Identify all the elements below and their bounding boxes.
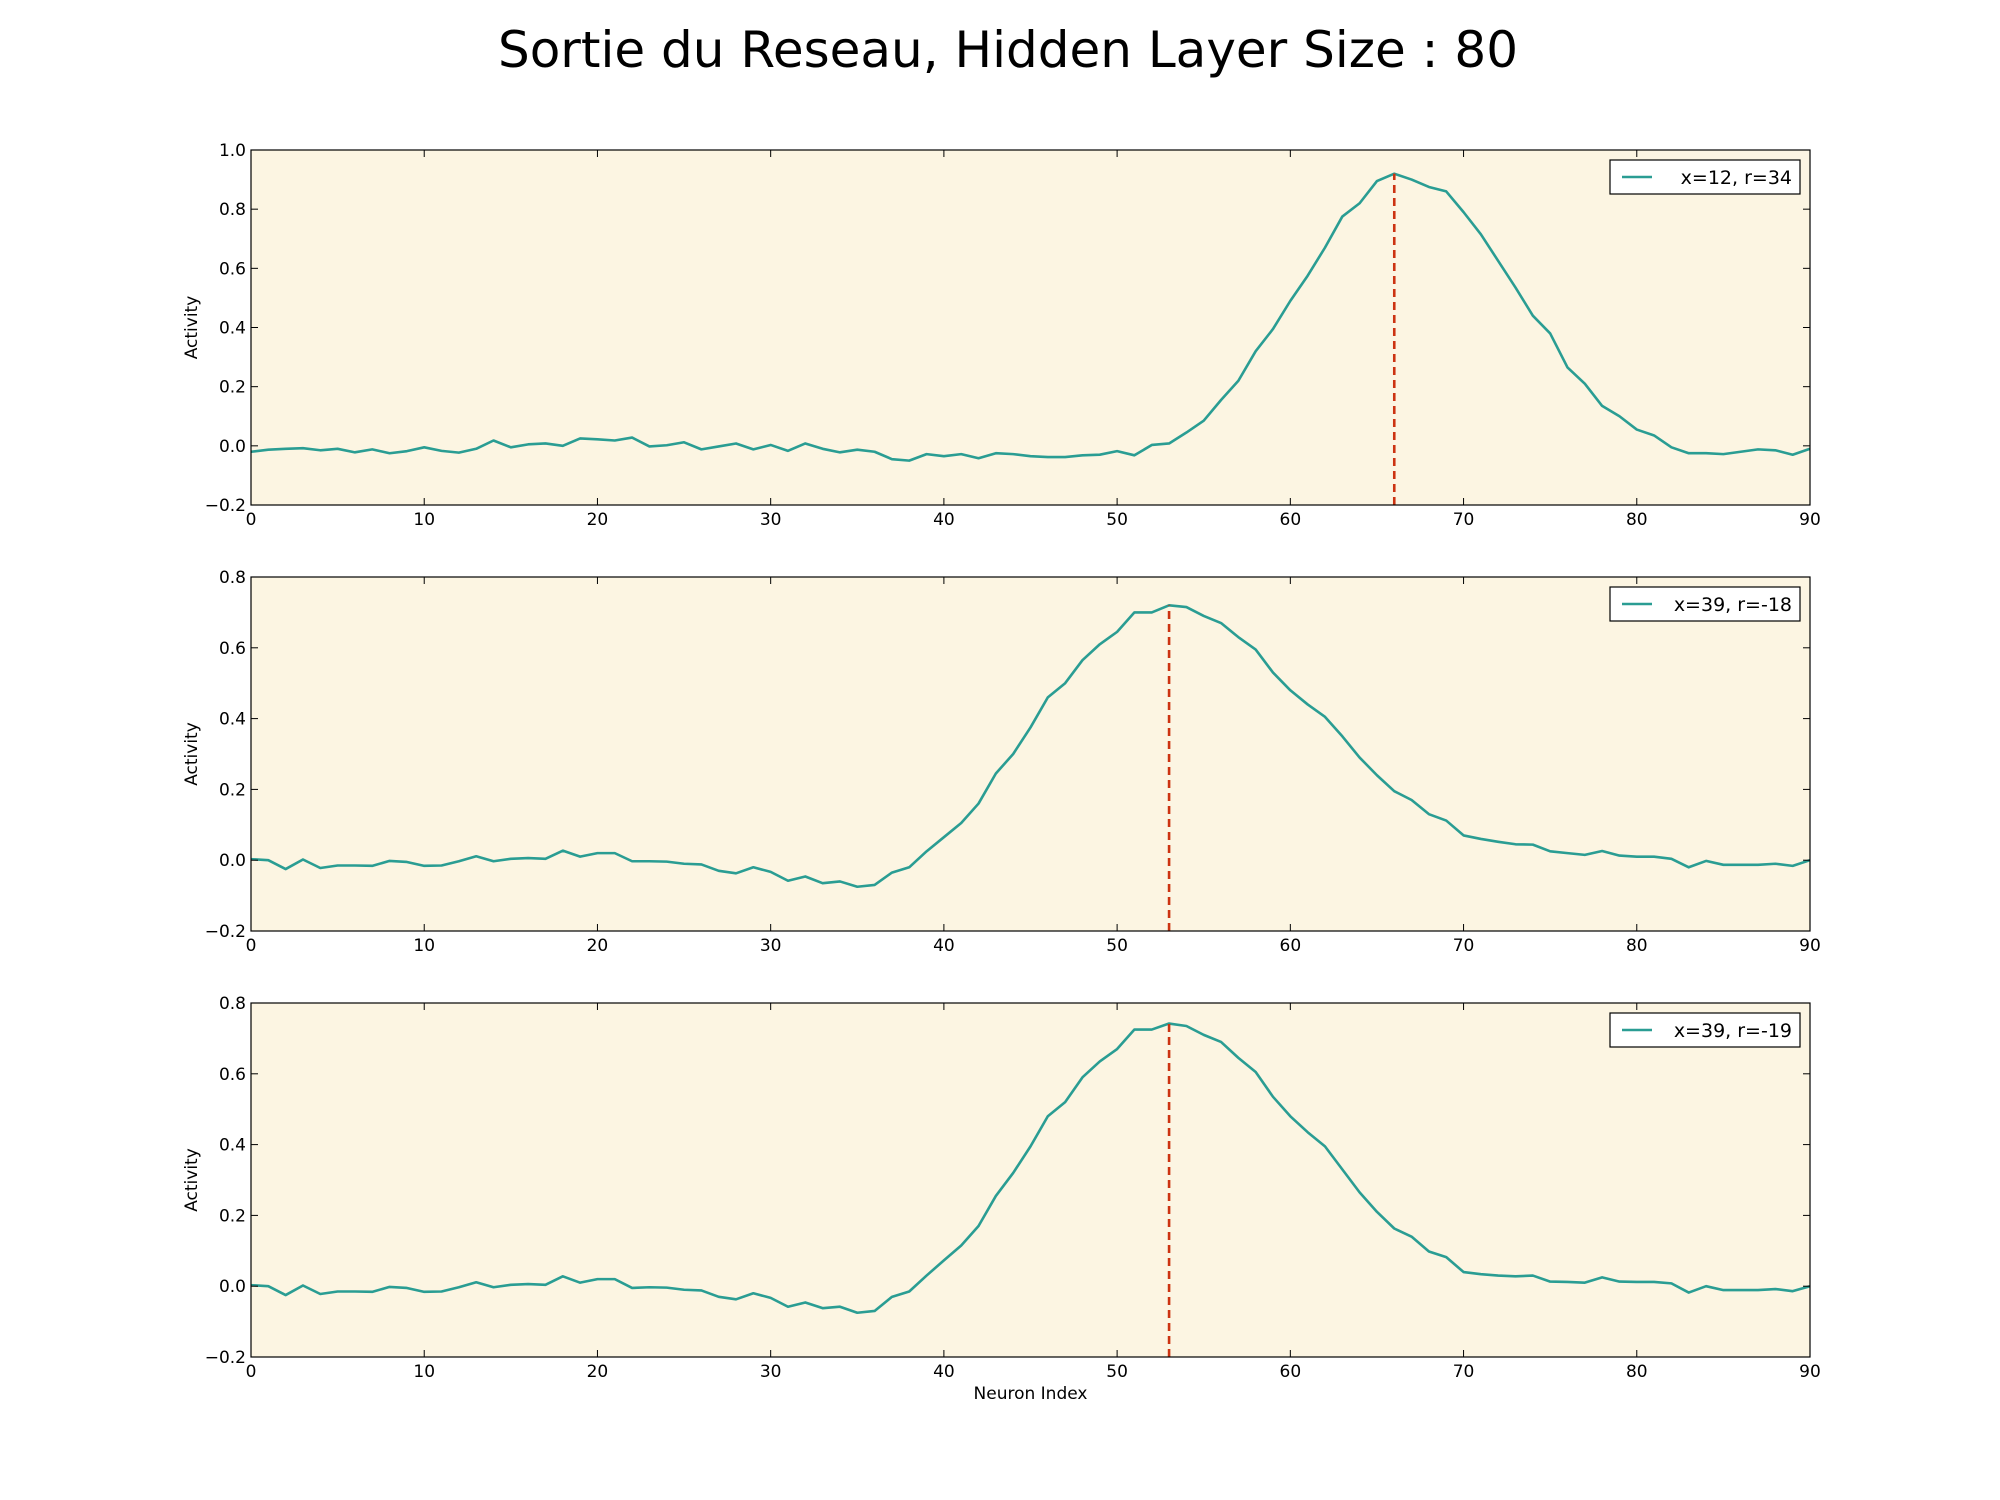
y-axis-label: Activity	[182, 722, 202, 786]
y-tick-label: 0.4	[219, 710, 246, 730]
x-tick-label: 0	[246, 510, 257, 530]
x-tick-label: 50	[1106, 936, 1128, 956]
y-tick-label: 0.4	[219, 319, 246, 339]
x-tick-label: 30	[760, 510, 782, 530]
x-tick-label: 80	[1626, 936, 1648, 956]
x-tick-label: 90	[1799, 936, 1821, 956]
figure-title: Sortie du Reseau, Hidden Layer Size : 80	[498, 21, 1518, 79]
x-tick-label: 40	[933, 936, 955, 956]
x-tick-label: 0	[246, 936, 257, 956]
y-tick-label: 1.0	[219, 141, 246, 161]
y-axis-label: Activity	[182, 296, 202, 360]
y-tick-label: 0.2	[219, 780, 246, 800]
plot-area	[251, 1003, 1810, 1357]
subplot-3: 0 10 20 30 40 50 60 70 80 90 −0.2 0.0 0.2 0.4 0.6 0.8 Ac…	[182, 994, 1821, 1404]
plot-area	[251, 577, 1810, 931]
x-axis-label: Neuron Index	[974, 1384, 1088, 1404]
plot-area	[251, 150, 1810, 505]
y-tick-label: 0.2	[219, 378, 246, 398]
x-tick-label: 90	[1799, 1362, 1821, 1382]
series-line	[250, 1022, 1811, 1315]
y-tick-label: 0.0	[219, 437, 246, 457]
y-tick-label: 0.0	[219, 851, 246, 871]
x-tick-label: 90	[1799, 510, 1821, 530]
x-tick-label: 30	[760, 1362, 782, 1382]
x-tick-label: 40	[933, 510, 955, 530]
x-tick-label: 70	[1453, 510, 1475, 530]
series-line	[250, 172, 1811, 462]
y-tick-label: 0.2	[219, 1206, 246, 1226]
y-tick-label: 0.0	[219, 1277, 246, 1297]
x-tick-label: 10	[413, 510, 435, 530]
axes-frame	[250, 1002, 1811, 1358]
legend: x=39, r=-18	[1609, 586, 1801, 622]
x-tick-label: 0	[246, 1362, 257, 1382]
x-tick-label: 10	[413, 936, 435, 956]
legend-label: x=39, r=-19	[1674, 1020, 1792, 1042]
y-tick-label: −0.2	[205, 496, 246, 516]
y-tick-label: 0.8	[219, 200, 246, 220]
x-tick-label: 70	[1453, 1362, 1475, 1382]
x-tick-label: 50	[1106, 510, 1128, 530]
series-line	[250, 604, 1811, 889]
x-tick-label: 60	[1280, 1362, 1302, 1382]
y-tick-label: 0.4	[219, 1136, 246, 1156]
y-tick-label: 0.6	[219, 639, 246, 659]
subplot-2: 0 10 20 30 40 50 60 70 80 90 −0.2 0.0 0.2 0.4 0.6 0.8 Ac…	[182, 568, 1821, 956]
x-tick-label: 70	[1453, 936, 1475, 956]
x-tick-label: 60	[1280, 510, 1302, 530]
legend-label: x=39, r=-18	[1674, 594, 1792, 616]
x-tick-label: 40	[933, 1362, 955, 1382]
x-tick-label: 80	[1626, 1362, 1648, 1382]
x-tick-label: 80	[1626, 510, 1648, 530]
x-tick-label: 10	[413, 1362, 435, 1382]
y-tick-label: −0.2	[205, 922, 246, 942]
legend: x=12, r=34	[1609, 159, 1801, 195]
x-tick-label: 20	[587, 1362, 609, 1382]
x-tick-label: 50	[1106, 1362, 1128, 1382]
x-tick-label: 30	[760, 936, 782, 956]
legend: x=39, r=-19	[1609, 1012, 1801, 1048]
y-tick-label: 0.6	[219, 259, 246, 279]
y-axis-label: Activity	[182, 1148, 202, 1212]
y-tick-label: −0.2	[205, 1348, 246, 1368]
x-tick-label: 20	[587, 510, 609, 530]
x-tick-label: 20	[587, 936, 609, 956]
y-tick-label: 0.8	[219, 568, 246, 588]
x-tick-label: 60	[1280, 936, 1302, 956]
subplot-1: 0 10 20 30 40 50 60 70 80 90 −0.2 0.0 0.2 0.4 0.6 0.8 1.…	[182, 141, 1821, 530]
y-tick-label: 0.6	[219, 1065, 246, 1085]
subplot-group: 0 10 20 30 40 50 60 70 80 90 −0.2 0.0 0.2 0.4 0.6 0.8 1.…	[182, 141, 1821, 1404]
legend-label: x=12, r=34	[1681, 167, 1792, 189]
axes-frame	[250, 576, 1811, 932]
y-tick-label: 0.8	[219, 994, 246, 1014]
